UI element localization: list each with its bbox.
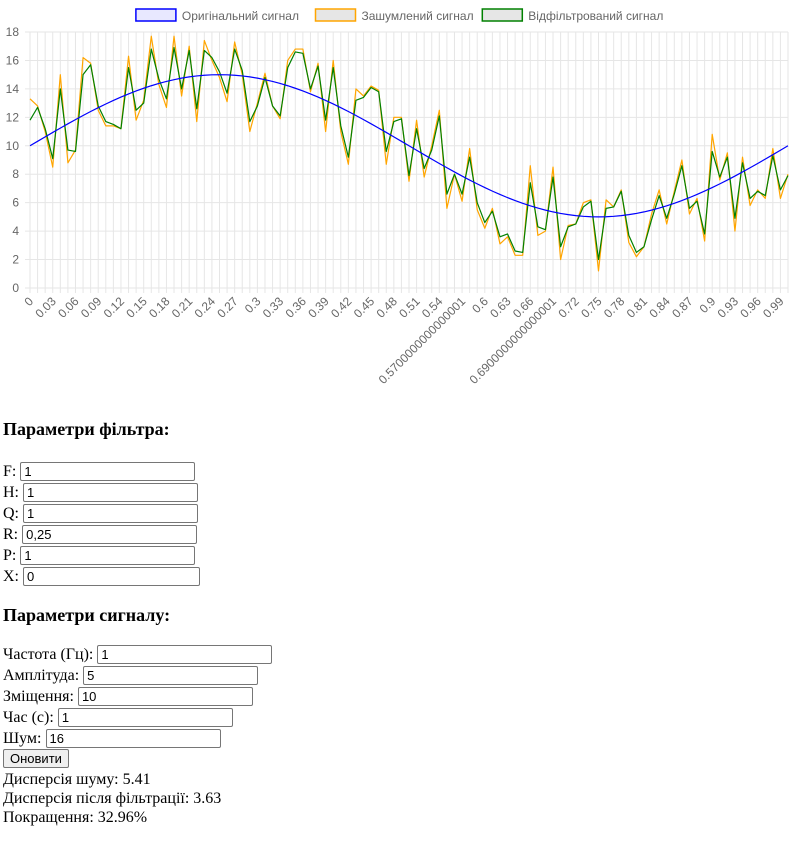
- x-tick-label: 0.87: [669, 294, 696, 321]
- signal-amplitude-input[interactable]: [83, 666, 259, 685]
- signal-params-heading: Параметри сигналу:: [3, 605, 171, 625]
- x-tick-label: 0.42: [328, 294, 355, 321]
- filter-h-input[interactable]: [23, 483, 198, 502]
- x-tick-label: 0.06: [55, 294, 82, 321]
- filter-r-label: R:: [3, 526, 19, 543]
- y-tick-label: 16: [6, 53, 20, 67]
- filter-p-input[interactable]: [20, 546, 196, 565]
- signal-time-label: Час (с):: [3, 709, 54, 726]
- y-tick-label: 0: [12, 281, 19, 295]
- x-tick-label: 0.27: [214, 294, 241, 321]
- x-tick-label: 0.84: [646, 294, 673, 321]
- x-tick-label: 0.51: [396, 294, 423, 321]
- x-tick-label: 0.09: [78, 294, 105, 321]
- filtered-variance-text: Дисперсія після фільтрації: 3.63: [3, 790, 222, 807]
- legend-item-1[interactable]: Оригінальний сигнал: [135, 8, 299, 23]
- filter-p-label: P:: [3, 547, 17, 564]
- y-tick-label: 2: [12, 253, 19, 267]
- y-tick-label: 8: [12, 167, 19, 181]
- y-tick-label: 4: [12, 224, 19, 238]
- x-tick-label: 0.12: [101, 294, 128, 321]
- improvement-text: Покращення: 32.96%: [3, 809, 148, 826]
- x-tick-label: 0.03: [32, 294, 59, 321]
- x-tick-label: 0.93: [715, 294, 742, 321]
- signal-frequency-input[interactable]: [97, 645, 273, 664]
- filter-f-input[interactable]: [20, 462, 196, 481]
- signal-offset-row: Зміщення:: [3, 686, 793, 707]
- y-tick-label: 14: [6, 82, 20, 96]
- x-tick-label: 0.63: [487, 294, 514, 321]
- filter-p-row: P:: [3, 545, 793, 566]
- signal-frequency-label: Частота (Гц):: [3, 646, 94, 663]
- y-tick-label: 12: [6, 110, 20, 124]
- legend-label: Зашумлений сигнал: [362, 9, 474, 23]
- signal-frequency-row: Частота (Гц):: [3, 644, 793, 665]
- x-tick-label: 0.72: [555, 294, 582, 321]
- y-axis-ticks: 0 2 4 6 8 10 12 14 16 18: [6, 25, 20, 295]
- y-tick-label: 18: [6, 25, 20, 39]
- signal-amplitude-row: Амплітуда:: [3, 665, 793, 686]
- signal-chart: Оригінальний сигнал Зашумлений сигнал Відф…: [6, 8, 789, 387]
- filter-x-label: X:: [3, 568, 19, 585]
- signal-time-row: Час (с):: [3, 707, 793, 728]
- legend-label: Оригінальний сигнал: [182, 9, 299, 23]
- filter-x-input[interactable]: [23, 567, 200, 586]
- chart-grid: [25, 31, 789, 293]
- filter-h-label: H:: [3, 484, 19, 501]
- signal-offset-input[interactable]: [77, 687, 253, 706]
- x-tick-label: 0.81: [624, 294, 651, 321]
- x-tick-label: 0.48: [374, 294, 401, 321]
- x-tick-label: 0.39: [305, 294, 332, 321]
- legend-swatch: [481, 8, 524, 22]
- x-tick-label: 0.78: [601, 294, 628, 321]
- signal-noise-row: Шум:: [3, 728, 793, 749]
- filter-params-heading: Параметри фільтра:: [3, 419, 170, 439]
- series-line-1: [29, 74, 789, 218]
- filter-f-row: F:: [3, 461, 793, 482]
- legend-swatch: [135, 8, 177, 22]
- chart-legend[interactable]: Оригінальний сигнал Зашумлений сигнал Відф…: [135, 8, 663, 23]
- legend-label: Відфільтрований сигнал: [528, 9, 663, 23]
- x-tick-label: 0.24: [192, 294, 219, 321]
- legend-item-3[interactable]: Відфільтрований сигнал: [481, 8, 663, 23]
- x-tick-label: 0.99: [760, 294, 787, 321]
- legend-swatch: [314, 8, 357, 22]
- parameters-form: Параметри фільтра: F: H: Q: R: P: X: Пар…: [3, 418, 793, 827]
- filter-q-input[interactable]: [23, 504, 198, 523]
- filter-x-row: X:: [3, 566, 793, 587]
- update-button[interactable]: Оновити: [3, 749, 69, 768]
- x-tick-label: 0.75: [578, 294, 605, 321]
- filter-r-row: R:: [3, 524, 793, 545]
- signal-time-input[interactable]: [57, 708, 233, 727]
- x-tick-label: 0.45: [351, 294, 378, 321]
- noise-variance-text: Дисперсія шуму: 5.41: [3, 771, 151, 788]
- filter-r-input[interactable]: [22, 525, 198, 544]
- filter-q-label: Q:: [3, 505, 19, 522]
- signal-noise-input[interactable]: [45, 729, 221, 748]
- filter-h-row: H:: [3, 482, 793, 503]
- x-tick-label: 0.96: [737, 294, 764, 321]
- y-tick-label: 10: [6, 139, 20, 153]
- signal-noise-label: Шум:: [3, 730, 42, 747]
- filter-q-row: Q:: [3, 503, 793, 524]
- signal-amplitude-label: Амплітуда:: [3, 667, 80, 684]
- x-axis-ticks: 00.030.060.090.120.150.180.210.240.27 0.3…: [21, 294, 786, 387]
- x-tick-label: 0.18: [146, 294, 173, 321]
- x-tick-label: 0.33: [260, 294, 287, 321]
- x-tick-label: 0.36: [283, 294, 310, 321]
- series-line-3: [29, 47, 789, 261]
- x-tick-label: 0.21: [169, 294, 196, 321]
- filter-f-label: F:: [3, 463, 17, 480]
- x-tick-label: 0: [21, 294, 36, 309]
- x-tick-label: 0.15: [123, 294, 150, 321]
- legend-item-2[interactable]: Зашумлений сигнал: [314, 8, 474, 23]
- chart-series: [29, 35, 789, 272]
- signal-offset-label: Зміщення:: [3, 688, 74, 705]
- y-tick-label: 6: [12, 196, 19, 210]
